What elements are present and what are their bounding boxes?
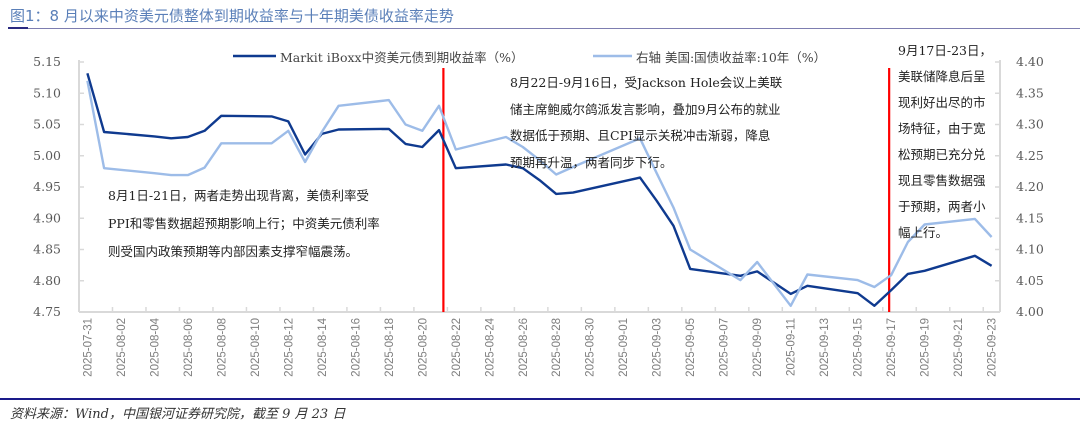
x-axis-tick-label: 2025-07-31	[82, 318, 94, 377]
x-axis-tick-label: 2025-08-16	[350, 318, 362, 377]
x-axis-tick-label: 2025-08-22	[451, 318, 463, 377]
left-axis-tick-label: 4.90	[33, 210, 61, 225]
x-axis-tick-label: 2025-08-02	[116, 318, 128, 377]
right-axis-tick-label: 4.25	[1016, 148, 1044, 163]
x-axis-tick-label: 2025-08-24	[484, 317, 496, 376]
x-axis-tick-label: 2025-08-04	[149, 317, 161, 376]
x-axis-tick-label: 2025-09-03	[652, 318, 664, 377]
x-axis-tick-label: 2025-09-13	[819, 318, 831, 377]
annotation-line: 于预期，两者小	[898, 199, 986, 214]
x-axis-tick-label: 2025-08-14	[317, 317, 329, 376]
x-axis-tick-label: 2025-08-26	[518, 318, 530, 377]
left-axis-tick-label: 4.80	[33, 273, 61, 288]
x-axis-tick-label: 2025-08-10	[250, 318, 262, 377]
right-axis-tick-label: 4.30	[1016, 117, 1044, 132]
annotation-line: 美联储降息后呈	[898, 69, 986, 84]
title-divider-accent	[8, 27, 28, 29]
series-line-ust10y	[86, 80, 993, 307]
series-line-iboxx	[86, 72, 993, 307]
x-axis-tick-label: 2025-08-06	[183, 318, 195, 377]
legend-label-ust10y: 右轴 美国:国债收益率:10年（%）	[636, 50, 827, 65]
x-axis-tick-label: 2025-09-21	[953, 318, 965, 377]
annotation-line: 松预期已充分兑	[898, 147, 986, 162]
x-axis-tick-label: 2025-08-20	[417, 318, 429, 377]
annotation-line: 8月22日-9月16日，受Jackson Hole会议上美联	[510, 75, 783, 90]
x-axis-tick-label: 2025-09-23	[987, 318, 999, 377]
x-axis-tick-label: 2025-08-28	[551, 318, 563, 377]
x-axis-tick-label: 2025-08-30	[585, 318, 597, 377]
x-axis-tick-label: 2025-09-19	[920, 318, 932, 377]
x-axis-tick-label: 2025-08-12	[283, 318, 295, 377]
legend-label-iboxx: Markit iBoxx中资美元债到期收益率（%）	[280, 50, 524, 65]
right-axis-tick-label: 4.15	[1016, 210, 1044, 225]
footer-divider	[0, 398, 1080, 400]
figure-title: 图1：8 月以来中资美元债整体到期收益率与十年期美债收益率走势	[10, 7, 454, 25]
x-axis-tick-label: 2025-09-01	[618, 318, 630, 377]
annotation-line: 现且零售数据强	[898, 173, 986, 188]
x-axis-tick-label: 2025-09-09	[752, 318, 764, 377]
annotation-sep: 9月17日-23日， 美联储降息后呈 现利好出尽的市 场特征，由于宽 松预期已充…	[898, 38, 992, 246]
left-axis-tick-label: 4.85	[33, 242, 61, 257]
x-axis-tick-label: 2025-08-08	[216, 318, 228, 377]
x-axis-tick-label: 2025-09-15	[853, 318, 865, 377]
x-axis-tick-label: 2025-09-11	[786, 318, 798, 376]
annotation-line: 储主席鲍威尔鸽派发言影响，叠加9月公布的就业	[510, 101, 781, 117]
annotation-line: 数据低于预期、且CPI显示关税冲击渐弱，降息	[510, 128, 771, 143]
x-axis-tick-label: 2025-09-07	[719, 318, 731, 377]
annotation-line: 现利好出尽的市	[898, 95, 986, 110]
title-divider	[8, 28, 1080, 29]
right-axis-tick-label: 4.00	[1016, 304, 1044, 319]
annotation-line: 9月17日-23日，	[898, 43, 992, 58]
right-axis-tick-label: 4.35	[1016, 85, 1044, 100]
left-axis-tick-label: 5.05	[33, 117, 61, 132]
source-note: 资料来源：Wind，中国银河证券研究院，截至 9 月 23 日	[10, 407, 346, 422]
left-axis-tick-label: 5.10	[33, 85, 61, 100]
left-axis-tick-label: 4.95	[33, 179, 61, 194]
x-axis-tick-label: 2025-09-05	[685, 318, 697, 377]
annotation-line: 幅上行。	[898, 225, 949, 240]
annotation-line: 场特征，由于宽	[898, 121, 986, 136]
right-axis-tick-label: 4.10	[1016, 242, 1044, 257]
right-axis-tick-label: 4.40	[1016, 54, 1044, 69]
left-axis-tick-label: 5.15	[33, 54, 61, 69]
annotation-aug: 8月1日-21日，两者走势出现背离，美债利率受 PPI和零售数据超预期影响上行；…	[108, 182, 380, 266]
right-axis-tick-label: 4.20	[1016, 179, 1044, 194]
right-axis-tick-label: 4.05	[1016, 273, 1044, 288]
annotation-line: PPI和零售数据超预期影响上行；中资美元债利率	[108, 216, 380, 231]
annotation-line: 则受国内政策预期等内部因素支撑窄幅震荡。	[108, 244, 359, 259]
left-axis-tick-label: 4.75	[33, 304, 61, 319]
annotation-aug-sep: 8月22日-9月16日，受Jackson Hole会议上美联 储主席鲍威尔鸽派发…	[510, 70, 782, 176]
x-axis-tick-label: 2025-09-17	[886, 318, 898, 377]
x-axis-tick-label: 2025-08-18	[384, 318, 396, 377]
left-axis-tick-label: 5.00	[33, 148, 61, 163]
annotation-line: 8月1日-21日，两者走势出现背离，美债利率受	[108, 188, 370, 203]
annotation-line: 预期再升温，两者同步下行。	[510, 154, 673, 170]
